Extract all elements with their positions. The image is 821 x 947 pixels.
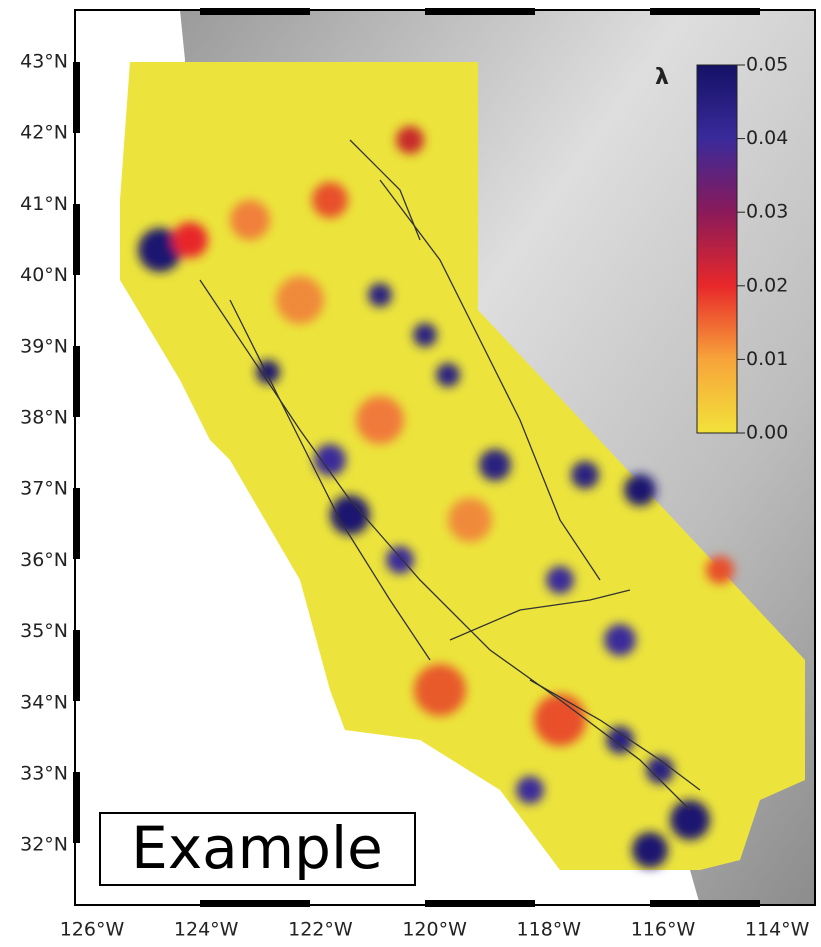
lat-label: 43°N [20,51,68,73]
page: λ 0.00 0.01 0.02 0.03 0.04 0.05 Example 43°N 4… [0,0,821,947]
colorbar-scale [697,65,737,433]
colorbar-label: λ [655,65,669,90]
map-figure: λ 0.00 0.01 0.02 0.03 0.04 0.05 Example 43°N 4… [0,0,821,943]
colorbar-tick-label: 0.05 [746,54,788,76]
colorbar-tick-label: 0.02 [746,274,788,296]
lon-label: 126°W [60,919,125,941]
lon-label: 116°W [631,919,696,941]
lat-label: 39°N [20,335,68,357]
lat-label: 40°N [20,264,68,286]
lat-label: 32°N [20,834,68,856]
stamp: Example [100,813,415,885]
lat-label: 36°N [20,549,68,571]
colorbar-tick-label: 0.04 [746,127,788,149]
lon-label: 118°W [517,919,582,941]
lon-label: 122°W [288,919,353,941]
lat-label: 33°N [20,763,68,785]
lat-label: 35°N [20,620,68,642]
colorbar-tick-label: 0.00 [746,422,788,444]
lat-label: 37°N [20,478,68,500]
lat-label: 42°N [20,122,68,144]
lat-label: 34°N [20,691,68,713]
colorbar-tick-label: 0.01 [746,348,788,370]
colorbar-tick-label: 0.03 [746,201,788,223]
lat-label: 38°N [20,407,68,429]
stamp-text: Example [131,814,383,882]
lon-label: 114°W [745,919,810,941]
lon-label: 124°W [174,919,239,941]
lon-label: 120°W [402,919,467,941]
lat-label: 41°N [20,193,68,215]
